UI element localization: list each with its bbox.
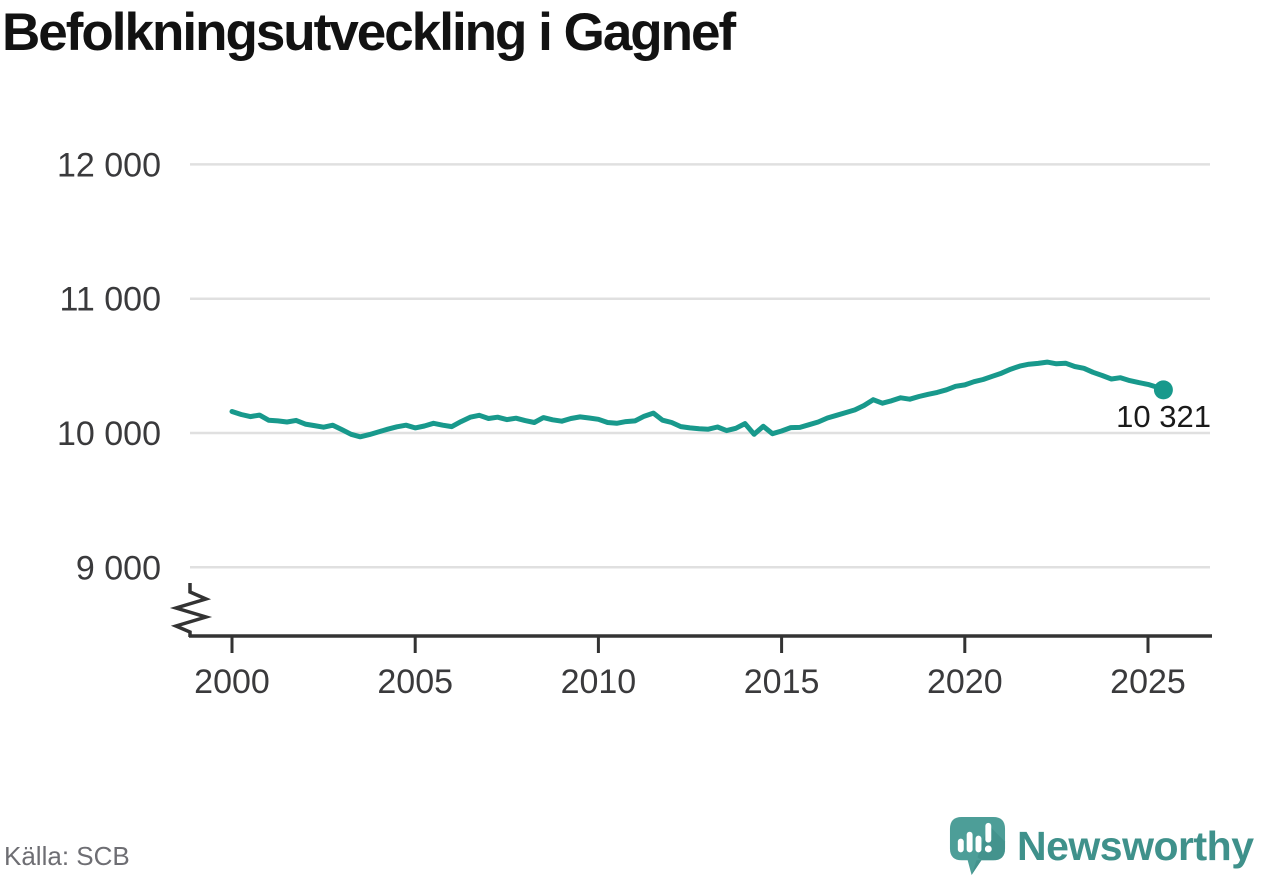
x-tick-label: 2020 (927, 663, 1003, 701)
y-tick-label: 12 000 (57, 146, 161, 184)
source-label: Källa: SCB (4, 841, 130, 871)
y-tick-label: 9 000 (76, 549, 161, 587)
newsworthy-bubble-icon (949, 816, 1006, 876)
page-title: Befolkningsutveckling i Gagnef (2, 3, 736, 62)
population-line (229, 359, 1166, 440)
end-point-dot (1153, 380, 1173, 400)
x-axis (189, 634, 1212, 653)
gridlines (190, 163, 1210, 569)
x-axis-labels: 2000 2005 2010 2015 2020 2025 (194, 663, 1186, 701)
end-value-text: 10 321 (1116, 399, 1211, 434)
x-tick-label: 2000 (194, 663, 270, 701)
x-tick-label: 2015 (744, 663, 820, 701)
y-axis-labels: 9 000 10 000 11 000 12 000 (57, 146, 161, 587)
data-line (229, 359, 1173, 440)
x-tick-label: 2025 (1110, 663, 1186, 701)
y-tick-label: 10 000 (57, 415, 161, 453)
y-tick-label: 11 000 (60, 281, 161, 319)
end-value-label: 10 321 (1112, 395, 1215, 438)
x-tick-label: 2005 (377, 663, 453, 701)
x-tick-label: 2010 (561, 663, 637, 701)
axis-break-icon (169, 583, 213, 637)
brand-name: Newsworthy (1017, 822, 1254, 869)
newsworthy-logo: Newsworthy (948, 815, 1254, 877)
